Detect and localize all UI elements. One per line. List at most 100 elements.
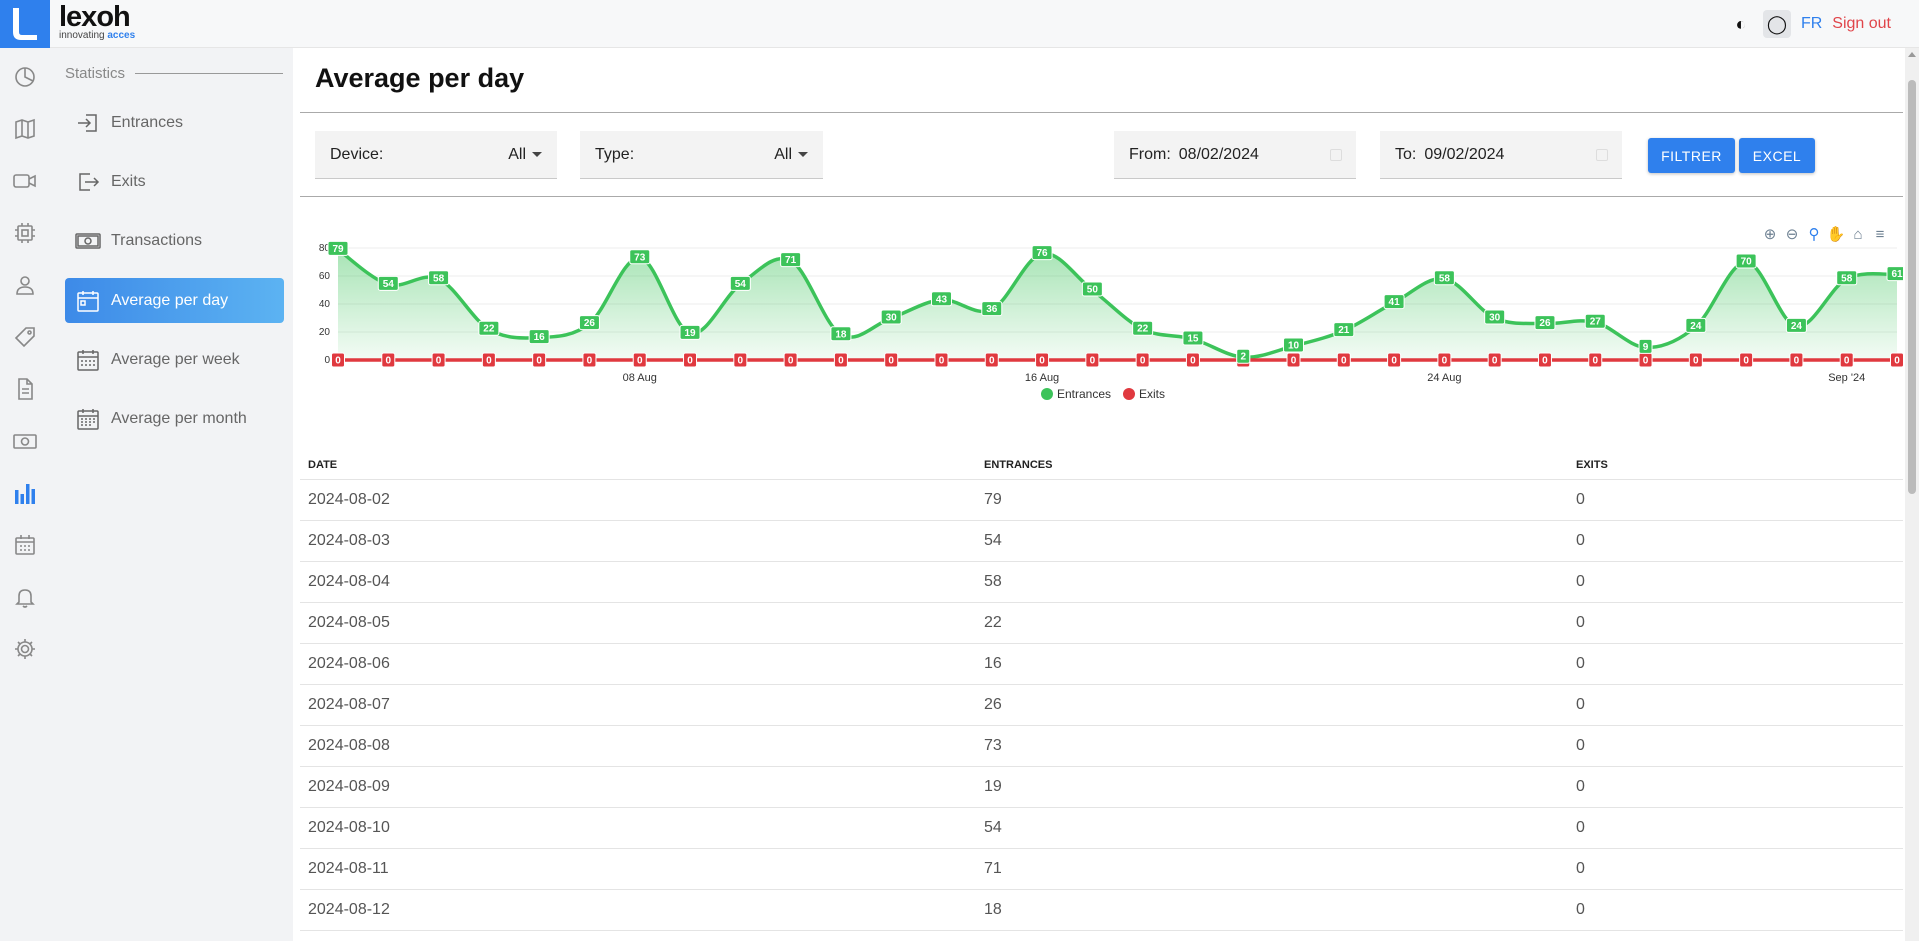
excel-button[interactable]: EXCEL [1739,138,1815,173]
data-label: 10 [1288,341,1300,352]
device-select[interactable]: Device: All [315,131,557,179]
table-row: 2024-08-03 54 0 [300,521,1903,562]
header-actions: ◐ ◯ FR Sign out [1727,10,1891,38]
page-scrollbar[interactable] [1905,48,1919,941]
exit-icon [75,169,101,195]
data-label: 27 [1590,317,1602,328]
calendar-icon[interactable] [11,531,39,559]
top-bar: lexoh innovating acces ◐ ◯ FR Sign out [0,0,1919,48]
sidebar-item-transactions[interactable]: Transactions [65,218,284,263]
from-label: From: [1129,145,1171,163]
data-label-box [431,352,446,368]
data-label-box [1333,322,1355,338]
gear-icon[interactable] [11,635,39,663]
date-cell: 2024-08-02 [308,491,390,508]
exits-cell: 0 [1576,491,1585,508]
sidebar-item-average-per-month[interactable]: Average per month [65,396,284,441]
data-label-box [331,352,345,368]
sidebar-item-average-per-week[interactable]: Average per week [65,337,284,382]
filter-button[interactable]: FILTRER [1648,138,1735,173]
home-reset-icon[interactable]: ⌂ [1853,225,1863,243]
dashboard-icon[interactable] [11,63,39,91]
data-label: 30 [886,313,898,324]
pan-hand-icon[interactable]: ✋ [1826,226,1846,243]
data-label-box [377,275,399,291]
document-icon[interactable] [11,375,39,403]
main-content: Average per day Device: All Type: All Fr… [300,48,1908,941]
exits-cell: 0 [1576,737,1585,754]
sidebar-item-exits[interactable]: Exits [65,159,284,204]
column-header-date[interactable]: DATE [308,458,338,471]
data-label-box [1839,352,1854,368]
sidebar-item-entrances[interactable]: Entrances [65,100,284,145]
bar-chart-icon[interactable] [11,479,39,507]
calendar-picker-icon[interactable] [1330,149,1342,161]
sidebar-item-average-per-day[interactable]: Average per day [65,278,284,323]
to-label: To: [1395,145,1417,163]
data-label-box [679,324,701,340]
data-label: 24 [1791,321,1803,332]
entrances-cell: 26 [984,696,1002,713]
contrast-toggle-icon[interactable]: ◐ [1735,13,1747,34]
exits-cell: 0 [1576,860,1585,877]
menu-icon[interactable]: ≡ [1875,225,1885,243]
to-date-field[interactable]: To: 09/02/2024 [1380,131,1622,179]
scroll-up-icon[interactable] [1908,52,1916,57]
zoom-out-icon[interactable]: ⊖ [1785,226,1799,243]
data-label: 0 [486,356,492,367]
zoom-select-icon[interactable]: ⚲ [1808,226,1820,243]
data-label: 26 [584,318,596,329]
language-link[interactable]: FR [1800,15,1823,32]
tag-icon[interactable] [11,323,39,351]
data-label-box [1584,313,1606,329]
data-label: 79 [332,244,344,255]
data-label: 58 [433,273,445,284]
type-select[interactable]: Type: All [580,131,823,179]
date-cell: 2024-08-03 [308,532,390,549]
light-theme-icon[interactable]: ◯ [1762,10,1791,38]
entrances-cell: 22 [984,614,1002,631]
calendar-picker-icon[interactable] [1596,149,1608,161]
logo: lexoh innovating acces [59,1,135,41]
entrances-cell: 54 [984,532,1002,549]
data-label-box [381,352,396,368]
map-icon[interactable] [11,115,39,143]
data-label: 58 [1439,273,1451,284]
exits-cell: 0 [1576,778,1585,795]
column-header-entrances[interactable]: ENTRANCES [984,458,1053,471]
data-label-box [729,275,751,291]
data-label: 0 [1190,356,1196,367]
data-label: 0 [1542,356,1548,367]
table-row: 2024-08-12 18 0 [300,890,1903,931]
exits-cell: 0 [1576,614,1585,631]
data-label-box [1286,352,1301,368]
user-icon[interactable] [11,271,39,299]
money-icon[interactable] [11,427,39,455]
logo-name: lexoh [59,1,131,33]
entrances-cell: 79 [984,491,1002,508]
date-cell: 2024-08-04 [308,573,390,590]
enter-icon [75,110,101,136]
logo-mark[interactable] [0,0,50,48]
zoom-in-icon[interactable]: ⊕ [1763,226,1777,243]
bell-icon[interactable] [11,583,39,611]
sidebar-item-label: Average per month [111,409,247,427]
sign-out-link[interactable]: Sign out [1832,15,1891,32]
chip-icon[interactable] [11,219,39,247]
date-cell: 2024-08-10 [308,819,390,836]
exits-cell: 0 [1576,655,1585,672]
x-tick-label: Sep '24 [1828,372,1865,384]
entrances-area [338,249,1897,360]
column-header-exits[interactable]: EXITS [1576,458,1608,471]
data-label-box [481,352,496,368]
date-cell: 2024-08-08 [308,737,390,754]
data-label: 58 [1841,273,1853,284]
data-label: 0 [738,356,744,367]
scrollbar-thumb[interactable] [1908,80,1916,494]
data-label-box [528,329,550,345]
data-label: 0 [1743,356,1749,367]
camera-icon[interactable] [11,167,39,195]
data-label: 9 [1643,342,1649,353]
from-date-field[interactable]: From: 08/02/2024 [1114,131,1356,179]
data-label-box [1035,352,1050,368]
